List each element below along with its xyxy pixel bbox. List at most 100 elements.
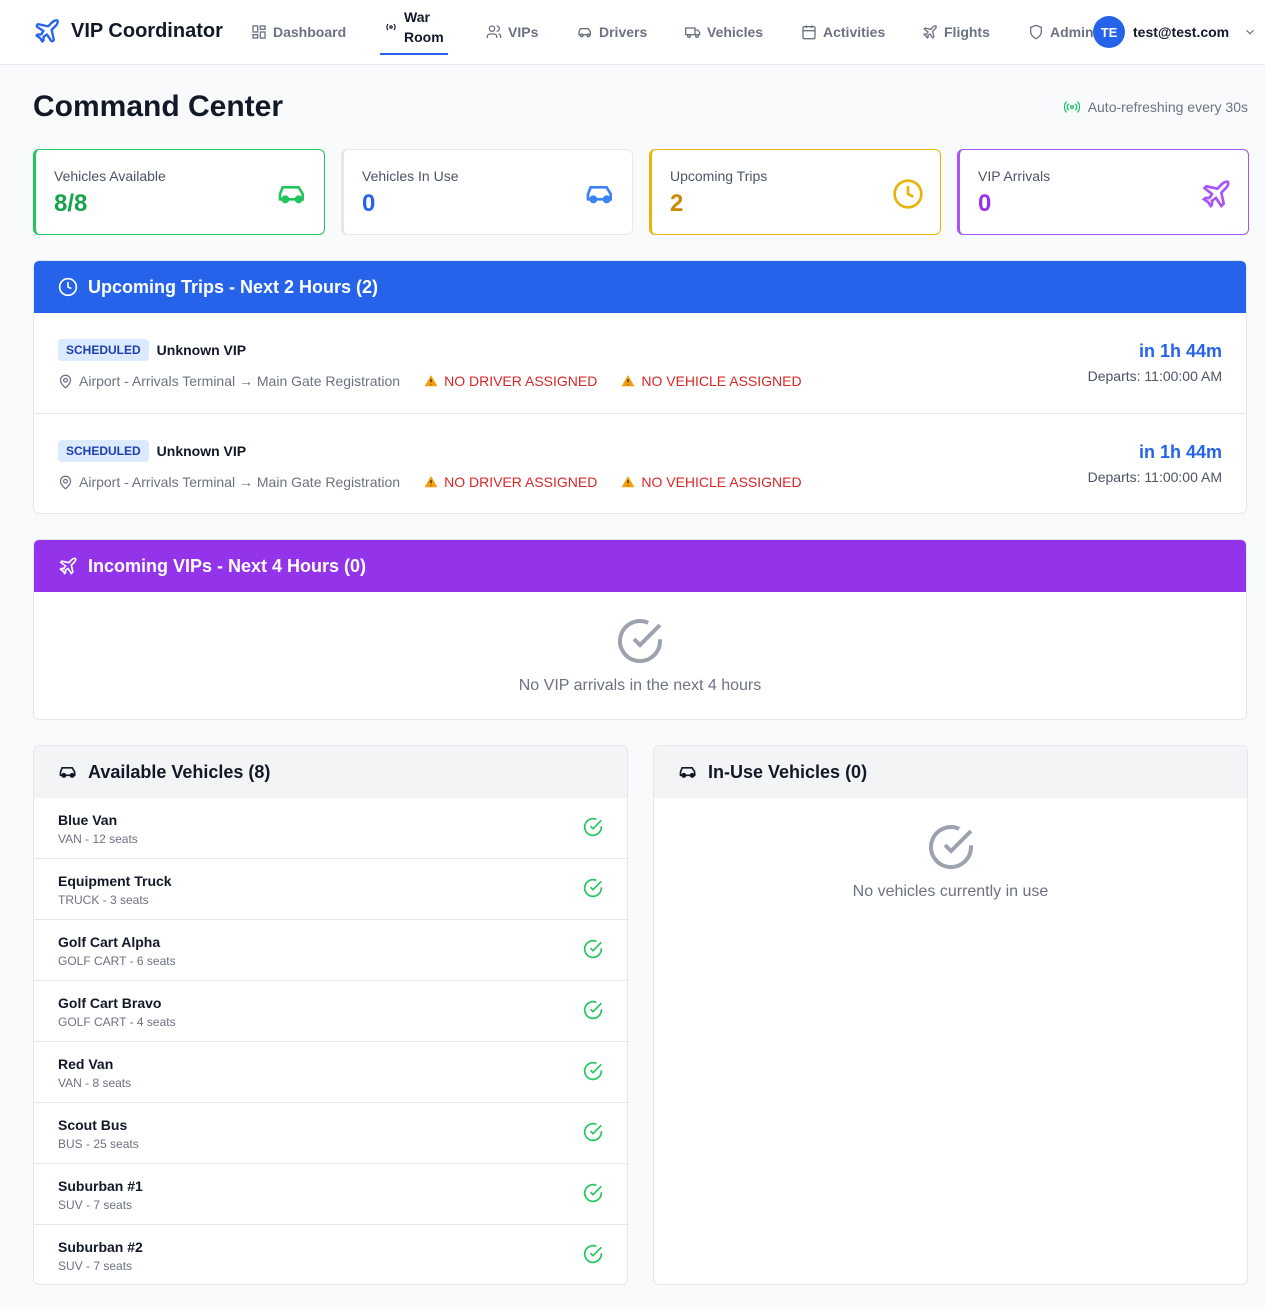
warning-text: NO DRIVER ASSIGNED <box>444 373 598 389</box>
map-pin-icon <box>59 475 72 490</box>
vip-name: Unknown VIP <box>156 342 247 358</box>
nav-drivers[interactable]: Drivers <box>577 0 647 64</box>
vehicle-name: Golf Cart Alpha <box>58 934 161 950</box>
warning-text: NO VEHICLE ASSIGNED <box>641 474 802 490</box>
user-email: test@test.com <box>1133 24 1230 40</box>
users-icon <box>486 25 502 38</box>
vehicle-name: Golf Cart Bravo <box>58 995 162 1011</box>
stat-value: 8/8 <box>54 190 88 217</box>
nav-vehicles[interactable]: Vehicles <box>685 0 763 64</box>
user-menu[interactable]: TE test@test.com <box>1093 16 1257 48</box>
trip-departs: Departs: 11:00:00 AM <box>1087 469 1222 485</box>
available-vehicles-header: Available Vehicles (8) <box>34 746 627 798</box>
warning-text: NO VEHICLE ASSIGNED <box>641 373 802 389</box>
nav-label: Dashboard <box>273 24 347 40</box>
stat-value: 0 <box>362 190 376 217</box>
vehicle-name: Suburban #2 <box>58 1239 143 1255</box>
car-icon <box>679 767 696 778</box>
empty-message: No vehicles currently in use <box>852 883 1049 900</box>
vip-name: Unknown VIP <box>156 443 247 459</box>
panel-title: Available Vehicles (8) <box>88 761 271 782</box>
check-circle-icon <box>583 1122 603 1142</box>
vehicle-row[interactable]: Red Van VAN - 8 seats <box>34 1042 627 1103</box>
nav-label: Drivers <box>599 24 648 40</box>
vehicle-type: TRUCK - 3 seats <box>58 893 149 907</box>
empty-state: No VIP arrivals in the next 4 hours <box>34 592 1246 695</box>
warning-icon <box>621 476 635 488</box>
truck-icon <box>685 27 701 38</box>
nav-vips[interactable]: VIPs <box>486 0 538 64</box>
radio-icon <box>386 23 396 30</box>
vehicle-type: VAN - 8 seats <box>58 1076 132 1090</box>
check-circle-icon <box>583 1183 603 1203</box>
vehicle-type: GOLF CART - 4 seats <box>58 1015 176 1029</box>
nav-flights[interactable]: Flights <box>922 0 990 64</box>
nav-label: War Room <box>404 8 444 45</box>
nav-label: Flights <box>944 24 990 40</box>
check-circle-icon <box>583 1000 603 1020</box>
avatar: TE <box>1093 16 1125 48</box>
car-icon <box>278 186 304 204</box>
vehicle-row[interactable]: Suburban #1 SUV - 7 seats <box>34 1164 627 1225</box>
plane-icon <box>35 19 59 43</box>
calendar-icon <box>802 25 816 40</box>
nav-label: Vehicles <box>707 24 764 40</box>
nav-activities[interactable]: Activities <box>801 0 885 64</box>
warning-icon <box>621 375 635 387</box>
vehicle-type: BUS - 25 seats <box>58 1137 139 1151</box>
app-title: VIP Coordinator <box>71 19 223 42</box>
car-icon <box>578 28 591 38</box>
incoming-vips-panel: Incoming VIPs - Next 4 Hours (0) No VIP … <box>33 539 1247 720</box>
vehicle-row[interactable]: Suburban #2 SUV - 7 seats <box>34 1225 627 1284</box>
in-use-vehicles-header: In-Use Vehicles (0) <box>654 746 1247 798</box>
trip-eta: in 1h 44m <box>1138 341 1222 361</box>
nav-dashboard[interactable]: Dashboard <box>251 0 346 64</box>
vehicle-row[interactable]: Equipment Truck TRUCK - 3 seats <box>34 859 627 920</box>
nav-war-room[interactable]: War Room <box>380 0 448 55</box>
auto-refresh-text: Auto-refreshing every 30s <box>1087 99 1248 115</box>
empty-state: No vehicles currently in use <box>654 798 1247 901</box>
status-badge: SCHEDULED <box>58 440 149 462</box>
stat-value: 0 <box>978 190 992 217</box>
vehicle-row[interactable]: Scout Bus BUS - 25 seats <box>34 1103 627 1164</box>
panel-title: In-Use Vehicles (0) <box>708 761 868 782</box>
nav-admin[interactable]: Admin <box>1028 0 1094 64</box>
car-icon <box>586 186 612 204</box>
check-circle-icon <box>583 939 603 959</box>
stat-upcoming-trips: Upcoming Trips 2 <box>649 149 941 235</box>
stat-label: Vehicles In Use <box>362 168 459 184</box>
vehicle-type: VAN - 12 seats <box>58 832 138 846</box>
stat-vip-arrivals: VIP Arrivals 0 <box>957 149 1249 235</box>
shield-icon <box>1030 24 1042 40</box>
no-vehicle-warning: NO VEHICLE ASSIGNED <box>621 373 802 389</box>
stat-label: VIP Arrivals <box>978 168 1051 184</box>
vehicle-name: Red Van <box>58 1056 114 1072</box>
car-icon <box>59 767 76 778</box>
nav-label: VIPs <box>508 24 539 40</box>
trip-row[interactable]: SCHEDULED Unknown VIP Airport - Arrivals … <box>34 414 1246 513</box>
trip-departs: Departs: 11:00:00 AM <box>1087 368 1222 384</box>
stat-vehicles-in-use: Vehicles In Use 0 <box>341 149 633 235</box>
vehicle-name: Scout Bus <box>58 1117 128 1133</box>
panel-title: Upcoming Trips - Next 2 Hours (2) <box>88 276 379 297</box>
available-vehicles-panel: Available Vehicles (8) Blue Van VAN - 12… <box>33 745 628 1285</box>
upcoming-trips-panel: Upcoming Trips - Next 2 Hours (2) SCHEDU… <box>33 260 1247 514</box>
check-circle-icon <box>618 619 662 663</box>
no-driver-warning: NO DRIVER ASSIGNED <box>424 373 597 389</box>
check-circle-icon <box>583 1244 603 1264</box>
vehicle-name: Blue Van <box>58 812 118 828</box>
warning-icon <box>424 375 438 387</box>
stat-label: Upcoming Trips <box>670 168 768 184</box>
trip-eta: in 1h 44m <box>1138 442 1222 462</box>
app-logo[interactable]: VIP Coordinator <box>33 17 223 45</box>
vehicle-row[interactable]: Golf Cart Bravo GOLF CART - 4 seats <box>34 981 627 1042</box>
panel-title: Incoming VIPs - Next 4 Hours (0) <box>88 555 367 576</box>
check-circle-icon <box>928 825 973 869</box>
vehicle-row[interactable]: Golf Cart Alpha GOLF CART - 6 seats <box>34 920 627 981</box>
stat-value: 2 <box>670 190 684 217</box>
nav-label: Activities <box>823 24 886 40</box>
trip-route: Airport - Arrivals Terminal → Main Gate … <box>79 474 401 490</box>
trip-row[interactable]: SCHEDULED Unknown VIP Airport - Arrivals … <box>34 313 1246 414</box>
vehicle-row[interactable]: Blue Van VAN - 12 seats <box>34 798 627 859</box>
vehicle-type: SUV - 7 seats <box>58 1198 133 1212</box>
